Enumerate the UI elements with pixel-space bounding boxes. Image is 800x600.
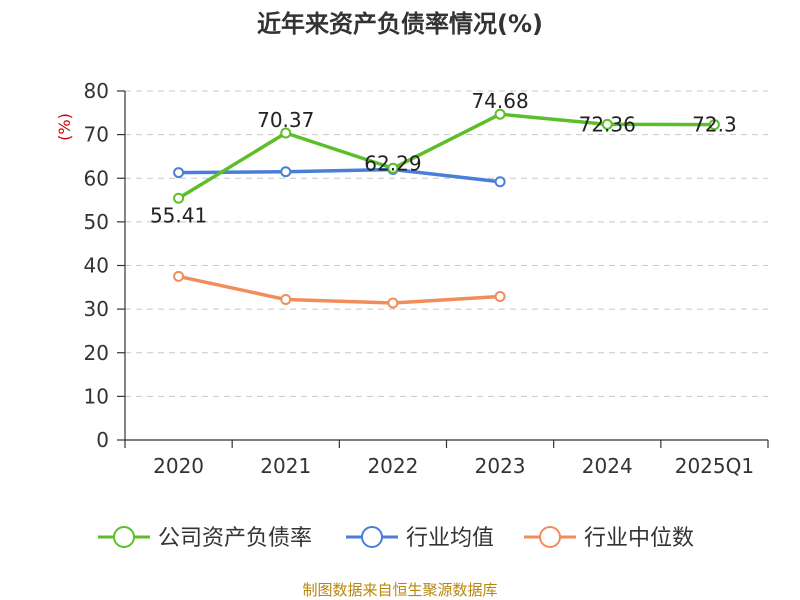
data-point-s0-2024	[601, 118, 613, 130]
x-tick-label-2025Q1: 2025Q1	[675, 454, 754, 478]
y-tick-label-80: 80	[84, 79, 109, 103]
data-point-s0-2025Q1	[708, 119, 720, 131]
y-axis-unit-label: (%)	[55, 113, 74, 141]
data-label-2020: 55.41	[150, 203, 207, 227]
series-line-2	[178, 274, 501, 305]
series-line-0	[177, 112, 715, 200]
x-tick-label-2021: 2021	[260, 454, 311, 478]
y-tick-label-0: 0	[96, 428, 109, 452]
data-point-s0-2020	[173, 192, 185, 204]
legend-item-0: 公司资产负债率	[98, 526, 312, 551]
legend-item-1: 行业均值	[346, 526, 494, 551]
legend-marker-1	[361, 526, 383, 548]
source-note: 制图数据来自恒生聚源数据库	[302, 581, 497, 599]
legend-label-1: 行业均值	[406, 526, 494, 551]
legend-marker-2	[539, 526, 561, 548]
data-labels: 55.41 70.37 62.29 74.68 72.36 72.3	[150, 89, 737, 227]
legend-marker-0	[113, 526, 135, 548]
x-tick-label-2020: 2020	[153, 454, 204, 478]
legend: 公司资产负债率 行业均值 行业中位数	[98, 526, 694, 551]
x-tick-label-2023: 2023	[475, 454, 526, 478]
axes: 0 10 20 30 40 50 60 70 80 2020 2021 2022 2023 2024 202…	[84, 79, 769, 478]
legend-label-0: 公司资产负债率	[158, 526, 312, 551]
chart-title: 近年来资产负债率情况(%)	[257, 10, 543, 38]
data-label-2022: 62.29	[364, 151, 421, 175]
data-label-2024: 72.36	[579, 112, 636, 136]
x-tick-label-2024: 2024	[582, 454, 633, 478]
data-point-s1-2020	[173, 167, 185, 179]
y-tick-label-70: 70	[84, 123, 109, 147]
y-tick-label-20: 20	[84, 341, 109, 365]
y-tick-label-10: 10	[84, 384, 109, 408]
data-label-2025Q1: 72.3	[692, 113, 737, 137]
y-tick-label-40: 40	[84, 254, 109, 278]
grid-lines	[125, 90, 768, 397]
data-point-s2-2022	[387, 297, 399, 309]
data-point-s1-2021	[280, 166, 292, 178]
data-point-s0-2022	[387, 162, 399, 174]
data-point-s1-2023	[494, 176, 506, 188]
series-lines	[173, 108, 720, 309]
data-point-s0-2023	[494, 108, 506, 120]
data-point-s2-2023	[494, 290, 506, 302]
data-point-s2-2021	[280, 294, 292, 306]
data-label-2021: 70.37	[257, 108, 314, 132]
data-label-2023: 74.68	[471, 89, 528, 113]
data-point-s2-2020	[173, 270, 185, 282]
y-tick-label-60: 60	[84, 166, 109, 190]
y-tick-label-50: 50	[84, 210, 109, 234]
legend-item-2: 行业中位数	[524, 526, 694, 551]
y-tick-label-30: 30	[84, 297, 109, 321]
data-point-s0-2021	[280, 127, 292, 139]
legend-label-2: 行业中位数	[584, 526, 694, 551]
series-line-1	[178, 167, 501, 184]
x-tick-label-2022: 2022	[367, 454, 418, 478]
